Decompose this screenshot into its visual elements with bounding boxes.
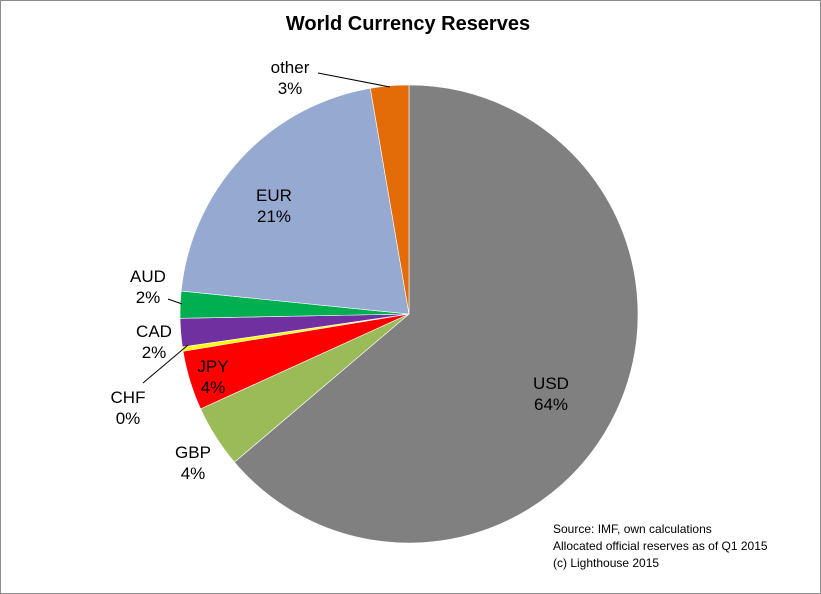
slice-value-aud: 2% bbox=[136, 288, 161, 307]
slice-label-other: other bbox=[271, 58, 310, 77]
leader-line-chf bbox=[142, 344, 189, 384]
slice-label-aud: AUD bbox=[130, 267, 166, 286]
slice-label-cad: CAD bbox=[136, 322, 172, 341]
slice-value-chf: 0% bbox=[116, 409, 141, 428]
chart-title: World Currency Reserves bbox=[286, 13, 530, 35]
slice-value-gbp: 4% bbox=[181, 464, 206, 483]
slice-value-other: 3% bbox=[278, 79, 303, 98]
slice-label-chf: CHF bbox=[111, 388, 146, 407]
pie-slice-other bbox=[369, 84, 410, 315]
leader-line-aud bbox=[167, 298, 183, 305]
source-note-3: (c) Lighthouse 2015 bbox=[553, 556, 659, 570]
pie-slice-usd bbox=[233, 84, 639, 544]
pie-slices bbox=[179, 84, 639, 544]
slice-labels: USD 64% GBP 4% JPY 4% CHF 0% CAD 2% AUD 2% EUR 21% oth… bbox=[111, 58, 569, 483]
slice-value-cad: 2% bbox=[142, 343, 167, 362]
slice-label-gbp: GBP bbox=[175, 443, 211, 462]
leader-line-other bbox=[317, 72, 391, 88]
pie-slice-eur bbox=[180, 87, 410, 315]
source-note-2: Allocated official reserves as of Q1 201… bbox=[553, 539, 768, 553]
slice-value-usd: 64% bbox=[534, 395, 568, 414]
source-note-1: Source: IMF, own calculations bbox=[553, 522, 712, 536]
slice-label-usd: USD bbox=[533, 374, 569, 393]
slice-label-jpy: JPY bbox=[197, 357, 228, 376]
slice-value-eur: 21% bbox=[257, 207, 291, 226]
slice-value-jpy: 4% bbox=[201, 378, 226, 397]
leader-lines bbox=[142, 72, 391, 384]
slice-label-eur: EUR bbox=[256, 186, 292, 205]
